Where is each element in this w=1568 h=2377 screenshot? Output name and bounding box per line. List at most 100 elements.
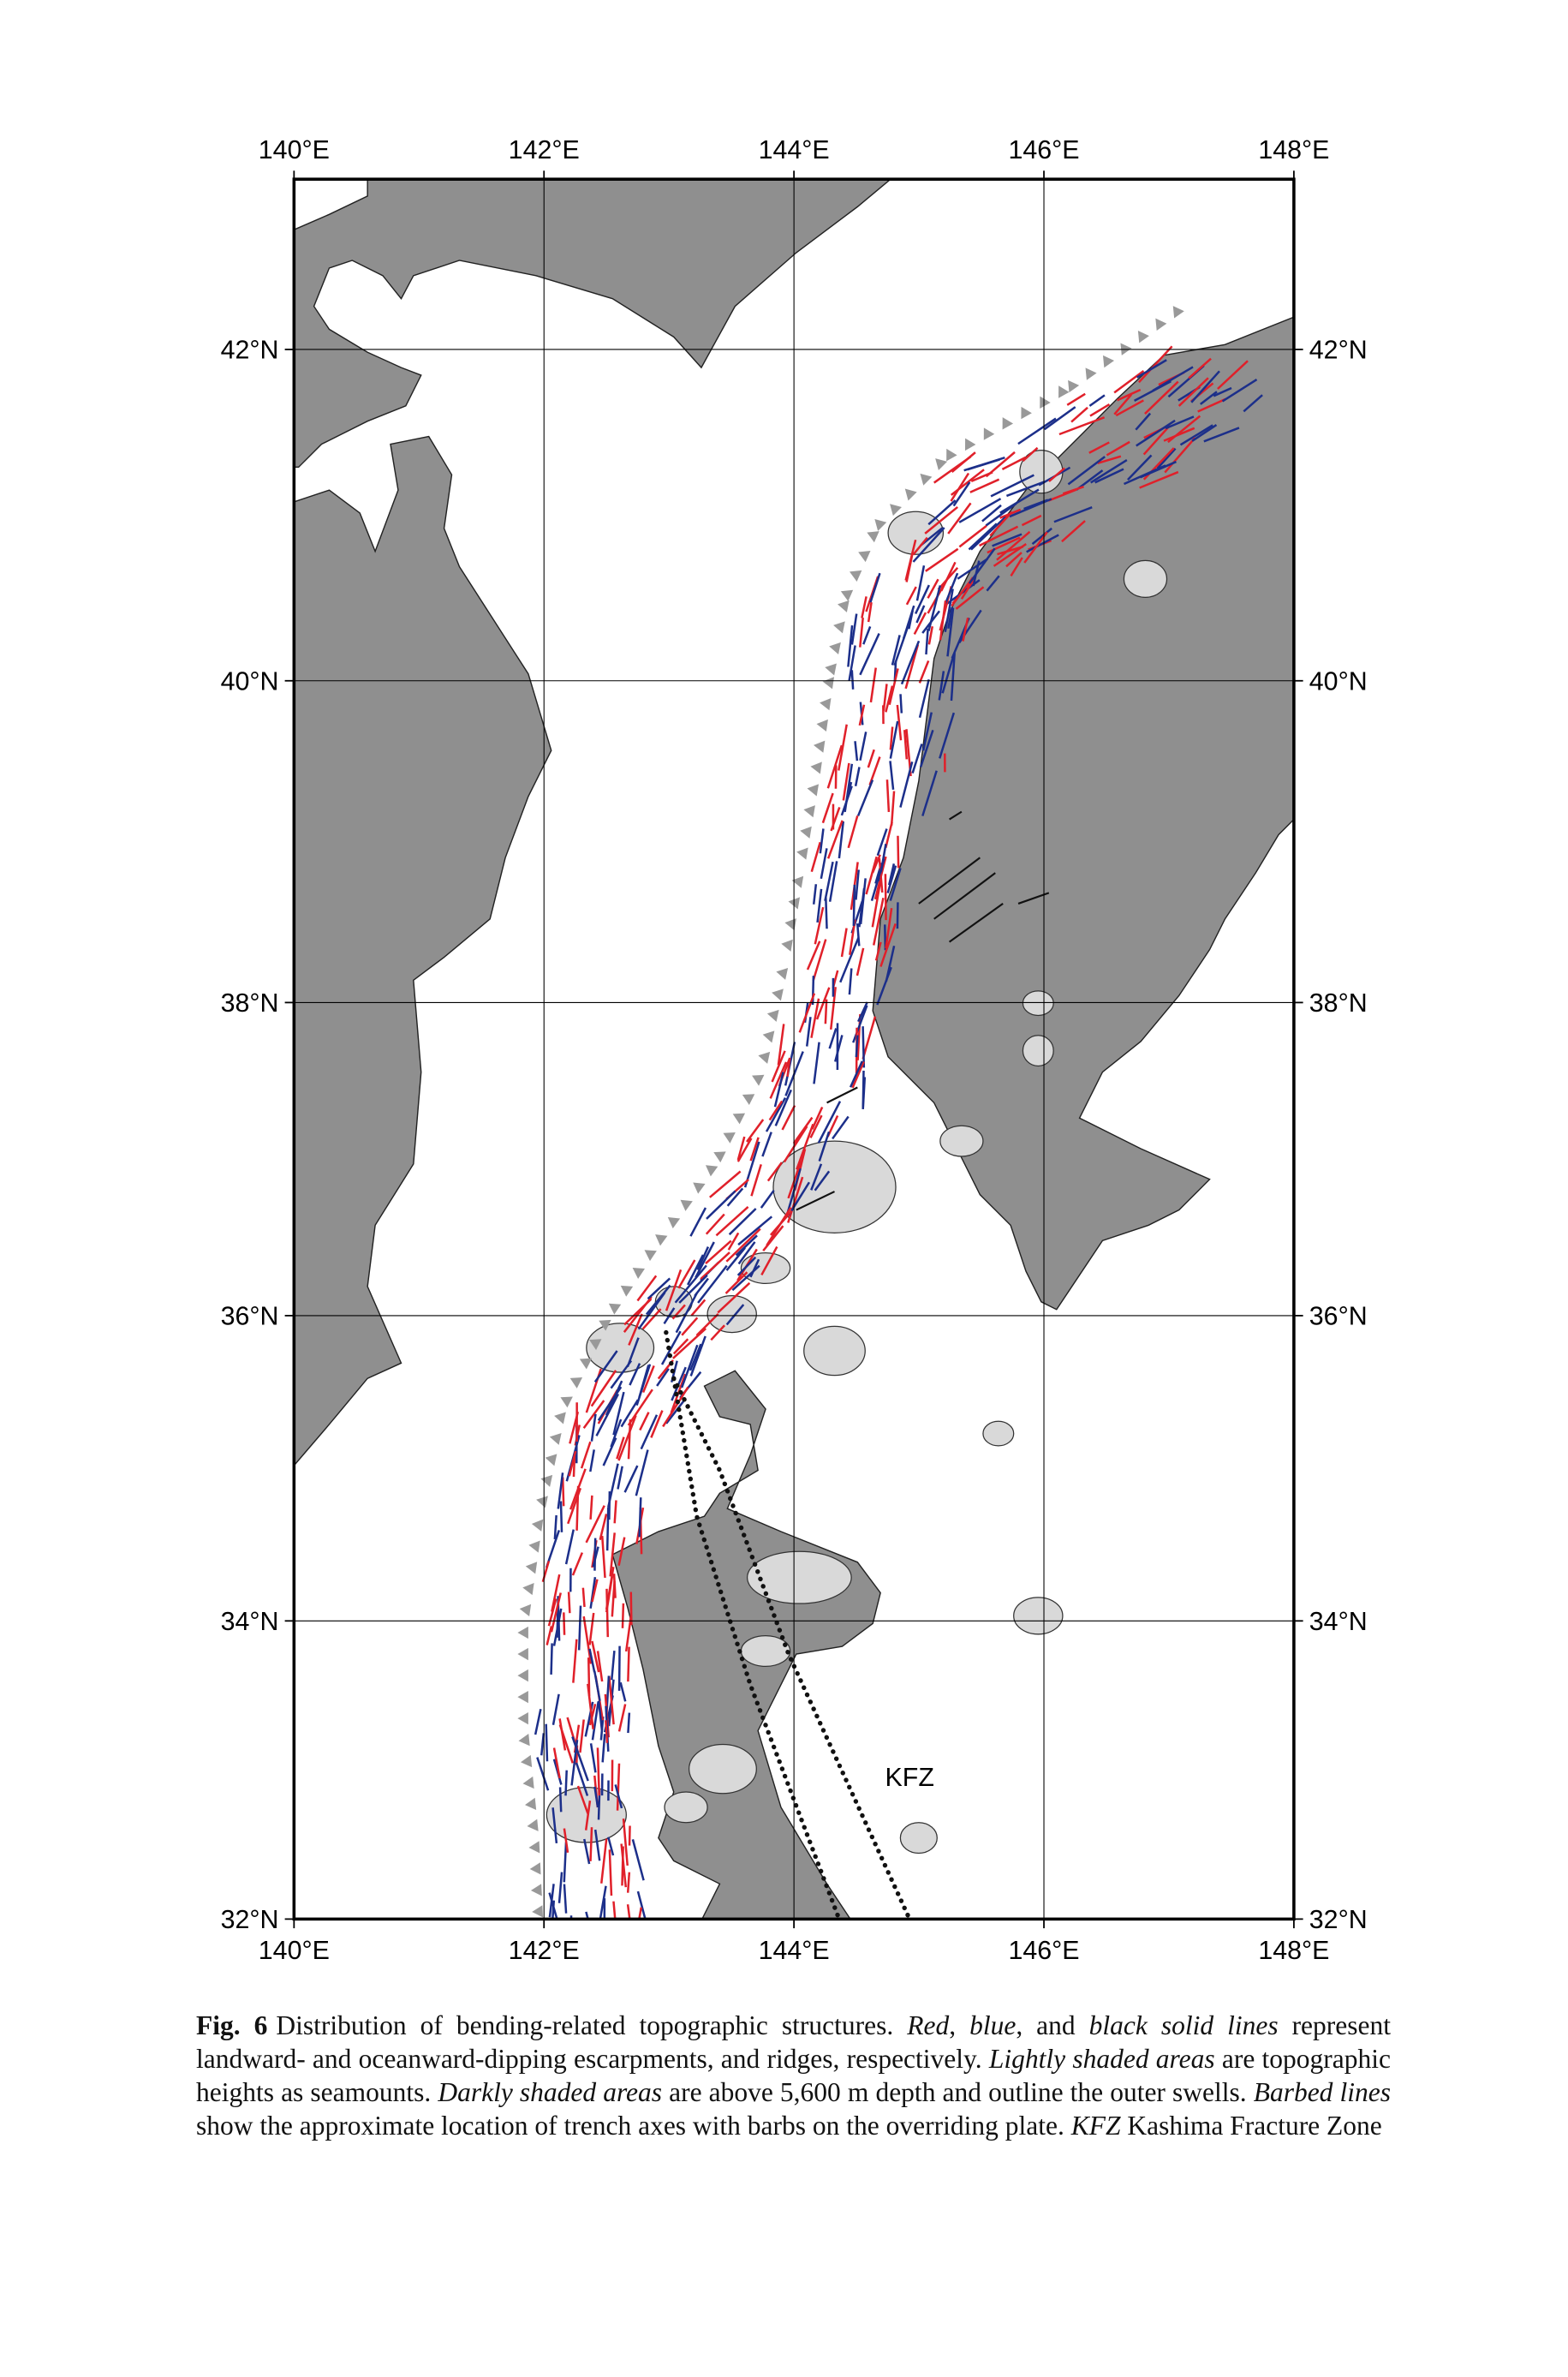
fault-line: [811, 976, 815, 1006]
fault-line: [900, 640, 921, 685]
trench-barb: [517, 1647, 528, 1661]
x-tick-label: 142°E: [509, 135, 580, 164]
fault-line: [590, 1370, 617, 1407]
fault-line: [796, 1123, 814, 1170]
fault-line: [1113, 369, 1145, 394]
fault-line: [584, 1800, 592, 1831]
fault-line: [596, 1747, 600, 1796]
fault-line: [581, 1587, 586, 1608]
fault-line: [947, 502, 972, 535]
fault-line: [582, 1400, 605, 1429]
fault-line: [1136, 359, 1167, 379]
fault-line: [636, 1275, 658, 1302]
caption-text: show the approximate location of trench …: [196, 2111, 1064, 2141]
x-tick-label: 146°E: [1008, 1936, 1079, 1965]
fault-line: [927, 626, 934, 645]
fault-line: [593, 1829, 601, 1861]
fault-line: [593, 1786, 599, 1808]
fault-line: [903, 730, 909, 760]
trench-barb: [829, 642, 841, 654]
fault-line: [940, 561, 957, 592]
fault-line: [921, 770, 938, 816]
ridge: [933, 872, 996, 920]
fault-line: [1062, 486, 1084, 495]
fault-line: [737, 1241, 756, 1265]
trench-barb: [807, 784, 820, 797]
fault-line: [678, 1274, 708, 1304]
trench-barb: [742, 1094, 755, 1105]
fault-line: [985, 502, 1017, 527]
fault-line: [787, 1176, 804, 1223]
fault-line: [847, 624, 854, 667]
fault-line: [891, 635, 901, 666]
caption-italic: Darkly shaded areas: [438, 2077, 663, 2107]
trench-barb: [519, 1604, 532, 1616]
trench-barb: [549, 1432, 562, 1445]
trench-barb: [816, 719, 828, 732]
fault-line: [540, 1733, 546, 1756]
trench-barb: [810, 761, 822, 774]
fault-line: [557, 1872, 563, 1903]
fault-line: [832, 1115, 850, 1140]
fault-line: [627, 1419, 632, 1460]
fault-line: [590, 1413, 597, 1442]
fault-line: [636, 1890, 647, 1920]
fault-line: [695, 1241, 715, 1279]
ridge: [949, 810, 963, 821]
fault-line: [981, 504, 1002, 523]
fault-line: [612, 1574, 617, 1598]
fault-line: [564, 1770, 568, 1796]
trench-barb: [920, 473, 933, 486]
fault-line: [986, 575, 1000, 592]
fault-line: [705, 1239, 732, 1264]
hokkaido: [294, 179, 892, 469]
seamount: [803, 1325, 866, 1377]
fault-line: [896, 704, 903, 741]
fault-line: [695, 1312, 719, 1336]
y-tick-label: 32°N: [221, 1905, 279, 1934]
fault-line: [622, 1819, 629, 1866]
fault-line: [737, 1215, 773, 1246]
fault-line: [927, 499, 957, 526]
fault-line: [761, 1132, 772, 1157]
fault-line: [579, 1719, 585, 1753]
fault-line: [993, 543, 1027, 567]
fault-line: [612, 1901, 617, 1920]
fault-line: [626, 1337, 640, 1368]
trench-barb: [667, 1216, 681, 1229]
trench-barb: [517, 1690, 528, 1704]
fault-line: [1136, 419, 1176, 447]
y-tick-label: 38°N: [1309, 988, 1368, 1018]
fault-line: [957, 558, 989, 580]
fault-line: [990, 474, 1034, 498]
fault-line: [1089, 403, 1111, 417]
fault-line: [626, 1904, 631, 1920]
fault-line: [671, 1304, 686, 1320]
fault-line: [1191, 423, 1218, 442]
trench-barb: [589, 1339, 602, 1351]
trench-barb: [825, 663, 837, 676]
fault-line: [1117, 388, 1142, 402]
fault-line: [1142, 424, 1172, 456]
fault-line: [602, 1437, 617, 1466]
trench-barb: [820, 698, 832, 711]
trench-barb: [791, 875, 804, 888]
fault-line: [958, 524, 987, 548]
fault-line: [870, 858, 885, 901]
fault-line: [871, 878, 882, 928]
caption-text: represent landward- and oceanward-dippin…: [196, 2010, 1391, 2074]
trench-barb: [524, 1797, 537, 1810]
fault-line: [1156, 447, 1177, 469]
fault-line: [570, 1740, 579, 1786]
fault-line: [887, 863, 896, 886]
fault-line: [897, 835, 900, 869]
trench-barb: [1102, 355, 1115, 368]
trench-barb: [540, 1474, 553, 1487]
trench-barb: [536, 1496, 548, 1508]
fault-line: [627, 1389, 653, 1426]
fault-line: [563, 1884, 568, 1914]
fault-line: [641, 1308, 662, 1330]
fault-line: [859, 732, 867, 761]
fault-line: [689, 1335, 706, 1377]
kfz-line: [664, 1329, 842, 1920]
